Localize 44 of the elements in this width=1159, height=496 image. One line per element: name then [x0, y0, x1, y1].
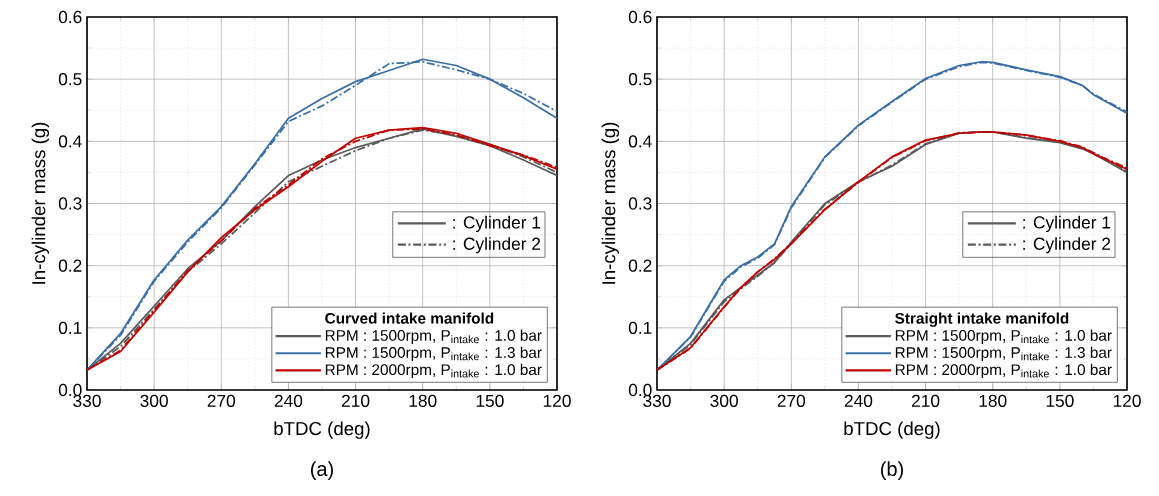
x-axis-title: bTDC (deg) — [844, 421, 940, 439]
legend-title: Straight intake manifold — [895, 312, 1069, 327]
y-tick-label: 0.6 — [628, 10, 652, 24]
x-tick-label: 210 — [341, 394, 370, 407]
x-tick-label: 300 — [140, 394, 168, 407]
legend-label: RPM : 1500rpm, P$_{intake}$ : 1.3 bar — [895, 346, 1112, 362]
legend-label: RPM : 1500rpm, P$_{intake}$ : 1.0 bar — [325, 329, 542, 344]
y-tick-label: 0.3 — [58, 197, 82, 210]
legend-label: RPM : 1500rpm, P$_{intake}$ : 1.3 bar — [325, 346, 542, 362]
text: (b) — [881, 461, 903, 480]
annotation: : Cylinder 1 — [1023, 215, 1111, 232]
y-tick-label: 0.4 — [628, 135, 652, 148]
x-axis-title: bTDC (deg) — [274, 421, 370, 439]
legend-label: RPM : 1500rpm, P$_{intake}$ : 1.0 bar — [895, 329, 1112, 344]
legend-label: RPM : 2000rpm, P$_{intake}$ : 1.0 bar — [895, 363, 1112, 379]
x-tick-label: 150 — [476, 394, 504, 407]
y-tick-label: 0.1 — [58, 321, 82, 334]
x-tick-label: 300 — [710, 394, 738, 407]
annotation: : Cylinder 2 — [1023, 237, 1111, 254]
y-tick-label: 0.6 — [58, 10, 82, 24]
y-axis-title: In-cylinder mass (g) — [601, 122, 620, 284]
x-tick-label: 120 — [1113, 394, 1141, 407]
y-tick-label: 0.5 — [58, 73, 82, 86]
x-tick-label: 270 — [777, 394, 806, 407]
y-axis-title: In-cylinder mass (g) — [31, 122, 50, 284]
legend-title: Curved intake manifold — [325, 312, 494, 324]
y-tick-label: 0.3 — [628, 197, 652, 210]
annotation: : Cylinder 2 — [453, 237, 541, 254]
y-tick-label: 0.2 — [58, 259, 82, 272]
x-tick-label: 180 — [979, 394, 1007, 407]
x-tick-label: 120 — [543, 394, 571, 407]
y-tick-label: 0.4 — [58, 135, 82, 148]
x-tick-label: 150 — [1046, 394, 1074, 407]
x-tick-label: 240 — [844, 394, 873, 407]
text: (a) — [311, 461, 333, 480]
y-tick-label: 0.5 — [628, 73, 652, 86]
x-tick-label: 210 — [911, 394, 940, 407]
y-tick-label: 0.2 — [628, 259, 652, 272]
x-tick-label: 180 — [409, 394, 437, 407]
legend-label: RPM : 2000rpm, P$_{intake}$ : 1.0 bar — [325, 363, 542, 379]
y-tick-label: 0.1 — [628, 321, 652, 334]
x-tick-label: 270 — [207, 394, 236, 407]
annotation: : Cylinder 1 — [453, 215, 541, 232]
x-tick-label: 240 — [274, 394, 303, 407]
